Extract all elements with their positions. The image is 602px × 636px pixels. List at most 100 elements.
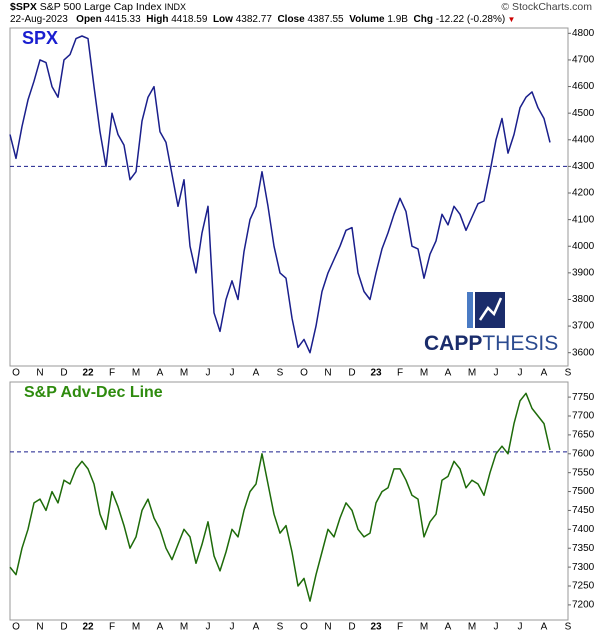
data-line [9,35,551,354]
x-tick-label: 23 [370,368,382,379]
x-tick-label: J [206,368,211,379]
x-tick-label: M [180,622,188,633]
y-tick-label: 3800 [572,294,595,305]
x-tick-label: A [253,368,260,379]
x-tick-label: N [324,368,331,379]
x-tick-label: M [180,368,188,379]
x-tick-label: O [300,622,308,633]
y-tick-label: 7200 [572,600,595,611]
x-tick-label: D [60,622,67,633]
y-tick-label: 4000 [572,241,595,252]
x-tick-label: D [60,368,67,379]
x-tick-label: N [36,622,43,633]
logo-part-2: THESIS [482,332,558,355]
y-tick-label: 3700 [572,321,595,332]
quote-value: 4382.77 [235,14,272,25]
x-tick-label: S [565,368,572,379]
x-tick-label: A [541,622,548,633]
x-tick-label: F [397,622,403,633]
quote-label: High [146,14,169,25]
y-tick-label: 7700 [572,411,595,422]
symbol: $SPX [10,1,37,13]
plot-frame [9,27,569,367]
quote-label: Close [277,14,305,25]
index-name: S&P 500 Large Cap Index [39,1,162,13]
panel-title: S&P Adv-Dec Line [24,384,163,401]
x-tick-label: D [348,368,355,379]
x-tick-label: J [518,368,523,379]
x-tick-label: A [157,622,164,633]
x-tick-label: S [277,368,284,379]
y-tick-label: 4200 [572,188,595,199]
x-tick-label: F [109,622,115,633]
x-tick-label: A [157,368,164,379]
x-tick-label: F [109,368,115,379]
quote-label: Open [76,14,102,25]
y-tick-label: 7250 [572,581,595,592]
logo-arrow [478,297,503,321]
x-tick-label: J [494,368,499,379]
y-tick-label: 4700 [572,55,595,66]
y-tick-label: 4600 [572,81,595,92]
x-tick-label: D [348,622,355,633]
x-tick-label: N [36,368,43,379]
x-tick-label: M [468,622,476,633]
y-tick-label: 4500 [572,108,595,119]
x-tick-label: M [132,368,140,379]
x-tick-label: M [132,622,140,633]
quote-label: Chg [413,14,433,25]
x-tick-label: J [518,622,523,633]
x-tick-label: F [397,368,403,379]
x-tick-label: 22 [82,622,94,633]
quote-value: 4415.33 [104,14,141,25]
x-tick-label: A [253,622,260,633]
y-tick-label: 7500 [572,486,595,497]
date: 22-Aug-2023 [10,14,68,25]
exchange: INDX [164,2,187,12]
x-tick-label: J [230,368,235,379]
panel-title: SPX [22,28,58,48]
data-line [9,392,551,602]
quote-label: Low [212,14,233,25]
quote-label: Volume [349,14,385,25]
x-tick-label: S [565,622,572,633]
logo-text-1: CAPPTHESIS [424,332,558,355]
x-tick-label: J [230,622,235,633]
x-tick-label: A [445,622,452,633]
quote-value: 4418.59 [171,14,208,25]
y-tick-label: 7450 [572,505,595,516]
y-tick-label: 4100 [572,214,595,225]
quote-value: -12.22 (-0.28%) [435,14,506,25]
x-tick-label: O [300,368,308,379]
header-line-1: $SPX S&P 500 Large Cap Index INDX [10,1,186,13]
credit: © StockCharts.com [501,1,592,13]
y-tick-label: 7600 [572,448,595,459]
y-tick-label: 7650 [572,430,595,441]
logo: CAPPTHESIS [424,292,558,355]
quote-value: 1.9B [387,14,408,25]
y-tick-label: 4300 [572,161,595,172]
quote-value: 4387.55 [307,14,344,25]
x-tick-label: S [277,622,284,633]
y-tick-label: 4400 [572,134,595,145]
logo-bar [467,292,473,328]
down-arrow: ▼ [505,15,516,24]
x-tick-label: 22 [82,368,94,379]
y-tick-label: 4800 [572,28,595,39]
logo-part-1: CAPP [424,332,482,355]
x-tick-label: M [420,622,428,633]
y-tick-label: 7350 [572,543,595,554]
x-tick-label: A [445,368,452,379]
x-tick-label: O [12,622,20,633]
y-tick-label: 7750 [572,392,595,403]
x-tick-label: M [468,368,476,379]
x-tick-label: 23 [370,622,382,633]
y-tick-label: 7550 [572,467,595,478]
x-tick-label: N [324,622,331,633]
y-tick-label: 7300 [572,562,595,573]
header-line-2: 22-Aug-2023 Open 4415.33 High 4418.59 Lo… [10,14,515,25]
x-tick-label: O [12,368,20,379]
y-tick-label: 3600 [572,347,595,358]
y-tick-label: 3900 [572,267,595,278]
